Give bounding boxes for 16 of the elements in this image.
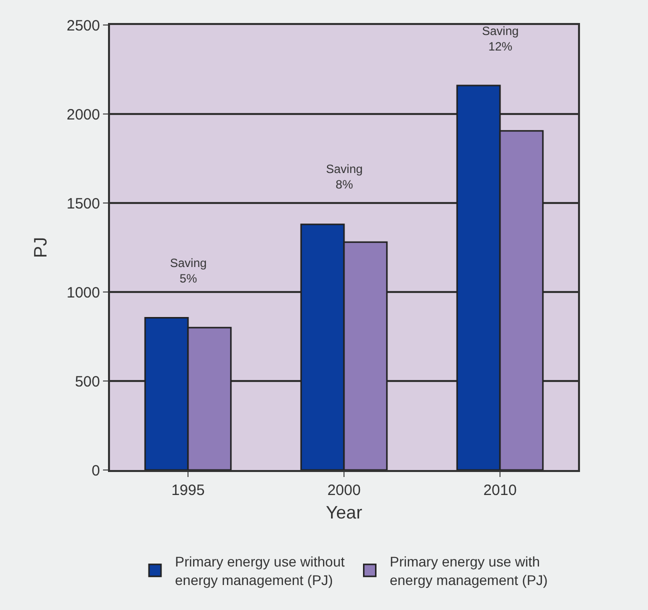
annotation: Saving 5%: [170, 256, 207, 286]
x-tick-label: 2010: [483, 482, 517, 499]
y-tick-label: 2000: [66, 106, 100, 124]
y-tick-label: 1500: [66, 195, 100, 212]
y-axis-title: PJ: [30, 236, 50, 258]
y-tick-label: 0: [92, 462, 100, 480]
y-tick-label: 2500: [66, 17, 100, 34]
y-tick-label: 1000: [66, 284, 100, 302]
legend-label: Primary energy use without energy management (PJ): [175, 554, 345, 588]
x-axis-title: Year: [326, 502, 362, 523]
annotation: Saving 12%: [482, 24, 519, 54]
legend-label: Primary energy use with energy management (PJ): [390, 554, 548, 588]
x-tick-label: 1995: [171, 482, 205, 499]
y-tick-label: 500: [74, 373, 100, 390]
x-tick-label: 2000: [327, 482, 361, 499]
annotation: Saving 8%: [326, 162, 363, 192]
